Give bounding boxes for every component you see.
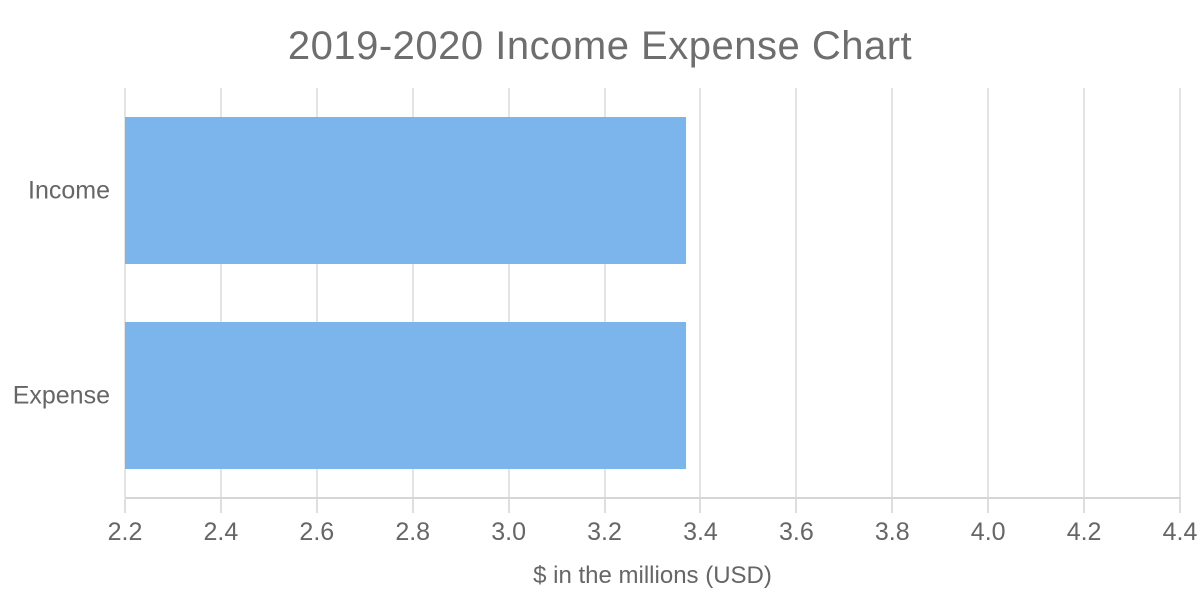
x-tick-label: 3.6 xyxy=(778,518,814,546)
bar-expense xyxy=(125,322,687,469)
x-tick-label: 2.4 xyxy=(203,518,239,546)
gridline xyxy=(1083,88,1086,498)
x-tick-mark xyxy=(603,499,606,513)
gridline xyxy=(124,88,126,498)
x-tick-mark xyxy=(219,499,222,513)
x-tick-mark xyxy=(411,499,414,513)
x-tick-mark xyxy=(699,499,702,513)
x-tick-label: 4.0 xyxy=(970,518,1006,546)
x-tick-label: 3.4 xyxy=(683,518,718,546)
x-axis-line xyxy=(125,497,1181,499)
x-tick-label: 2.2 xyxy=(107,518,143,546)
x-tick-label: 4.2 xyxy=(1066,518,1102,546)
gridline xyxy=(507,88,510,498)
x-tick-mark xyxy=(891,499,894,513)
x-tick-mark xyxy=(795,499,798,513)
x-tick-label: 2.8 xyxy=(395,518,431,546)
gridline xyxy=(411,88,414,498)
x-tick-label: 4.4 xyxy=(1162,518,1198,546)
plot-area xyxy=(124,88,1181,498)
chart-title: 2019-2020 Income Expense Chart xyxy=(287,24,913,68)
gridline xyxy=(987,88,990,498)
gridline xyxy=(315,88,318,498)
x-axis-title: $ in the millions (USD) xyxy=(533,562,772,589)
category-label-expense: Expense xyxy=(12,381,110,409)
x-tick-label: 2.6 xyxy=(299,518,335,546)
gridline xyxy=(699,88,702,498)
x-tick-label: 3.0 xyxy=(491,518,527,546)
gridline xyxy=(891,88,894,498)
gridline xyxy=(219,88,222,498)
x-tick-mark xyxy=(124,499,126,513)
x-tick-mark xyxy=(1179,499,1181,513)
x-tick-mark xyxy=(507,499,510,513)
x-tick-label: 3.8 xyxy=(874,518,910,546)
gridline xyxy=(795,88,798,498)
gridline xyxy=(603,88,606,498)
x-tick-mark xyxy=(1083,499,1086,513)
category-label-income: Income xyxy=(28,176,110,204)
bar-income xyxy=(125,117,687,264)
x-tick-label: 3.2 xyxy=(587,518,622,546)
gridline xyxy=(1179,88,1181,498)
x-tick-mark xyxy=(987,499,990,513)
x-tick-mark xyxy=(315,499,318,513)
